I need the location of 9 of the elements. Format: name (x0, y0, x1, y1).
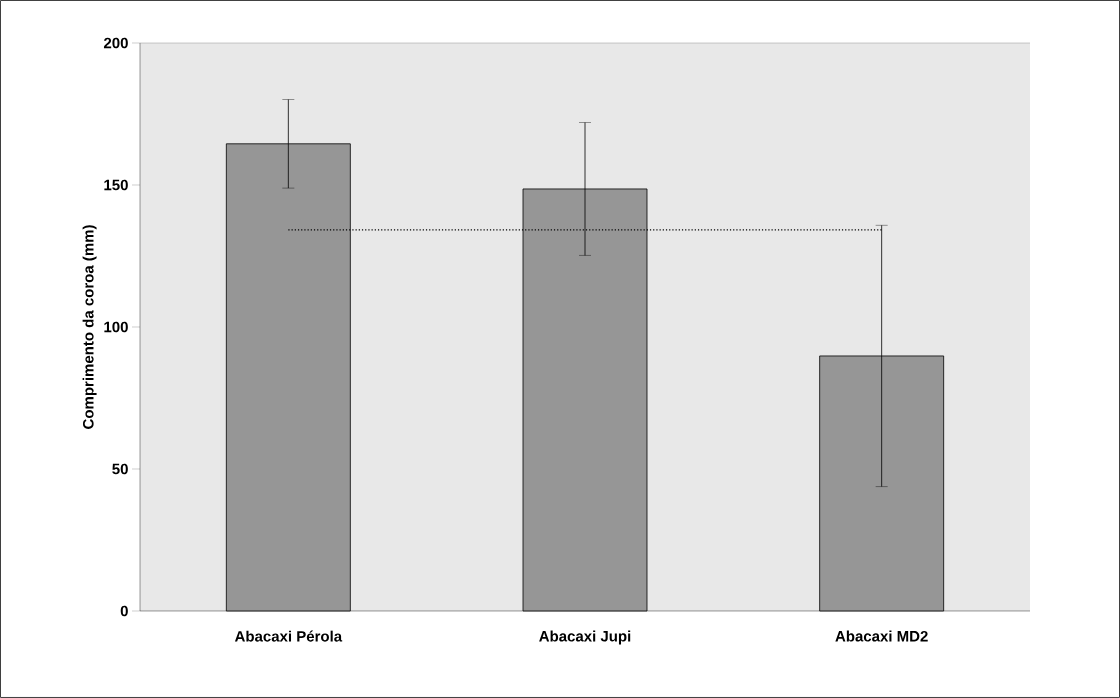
y-tick-label: 150 (104, 179, 128, 191)
y-tick-label: 50 (112, 463, 128, 475)
y-tick-label: 100 (104, 321, 128, 333)
y-axis-title: Comprimento da coroa (mm) (82, 225, 97, 429)
x-tick-label: Abacaxi Jupi (539, 630, 631, 645)
y-tick-label: 0 (120, 605, 128, 617)
x-tick-label: Abacaxi Pérola (234, 630, 343, 642)
y-tick-label: 200 (103, 37, 128, 49)
x-tick-label: Abacaxi MD2 (835, 630, 928, 642)
